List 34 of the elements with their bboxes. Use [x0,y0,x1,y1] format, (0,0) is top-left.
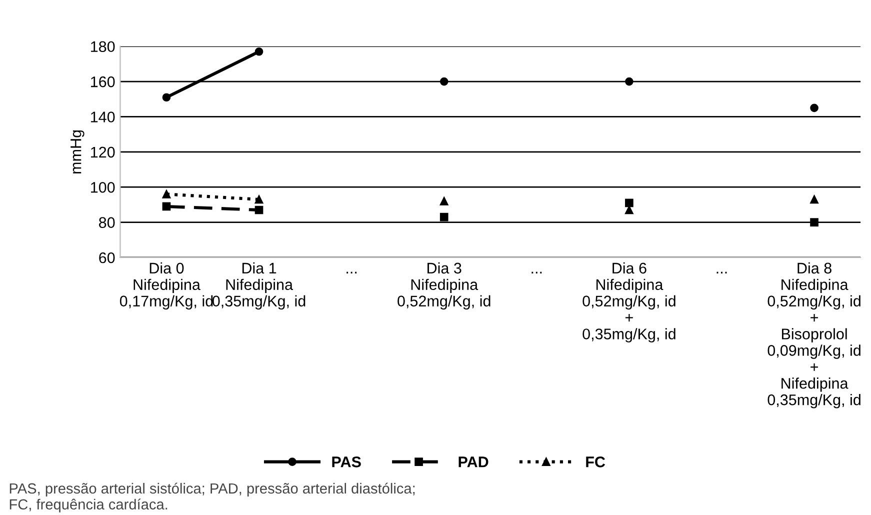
y-tick-label: 80 [99,217,115,228]
legend-label: FC [586,456,606,468]
point [162,190,171,198]
y-tick-label: 160 [91,76,115,88]
legend-label: PAD [458,456,488,468]
point [440,212,448,222]
y-tick-label: 120 [91,146,115,158]
x-tick-label: ... [346,272,357,274]
x-tick-label: ... [716,272,727,274]
point [440,197,448,206]
x-tick-label: Dia 3 Nifedipina 0,52mg/Kg, id [398,262,490,310]
point [254,47,264,56]
point [810,104,818,112]
legend-label: PAS [332,456,361,468]
point [625,77,634,86]
y-axis-title: mmHg [70,130,84,174]
y-tick-label: 100 [91,182,115,193]
y-tick-label: 60 [99,252,115,264]
point [625,198,634,208]
x-tick-label: Dia 0 Nifedipina 0,17mg/Kg, id [120,262,213,310]
point [810,218,818,226]
category-label: Dia 8 Nifedipina 0,52mg/Kg, id + Bisoprolol 0,09mg/Kg, id + Nifedipina 0,35mg/Kg, id [768,262,860,408]
y-tick-label: 180 [91,41,115,52]
point [254,195,264,204]
text: PAS, pressão arterial sistólica; PAD, pressão arterial diastólica; FC, frequência cardíaca. [10,482,415,512]
y-tick-label: 140 [91,112,115,122]
point [254,206,264,214]
point [810,195,818,204]
point [162,202,171,211]
x-tick-label: Dia 1 Nifedipina 0,35mg/Kg, id [212,262,306,310]
x-tick-label: Dia 6 Nifedipina 0,52mg/Kg, id + 0,35mg/Kg, id [582,262,676,342]
point [162,93,171,102]
x-tick-label: ... [532,272,542,274]
point [440,77,448,86]
